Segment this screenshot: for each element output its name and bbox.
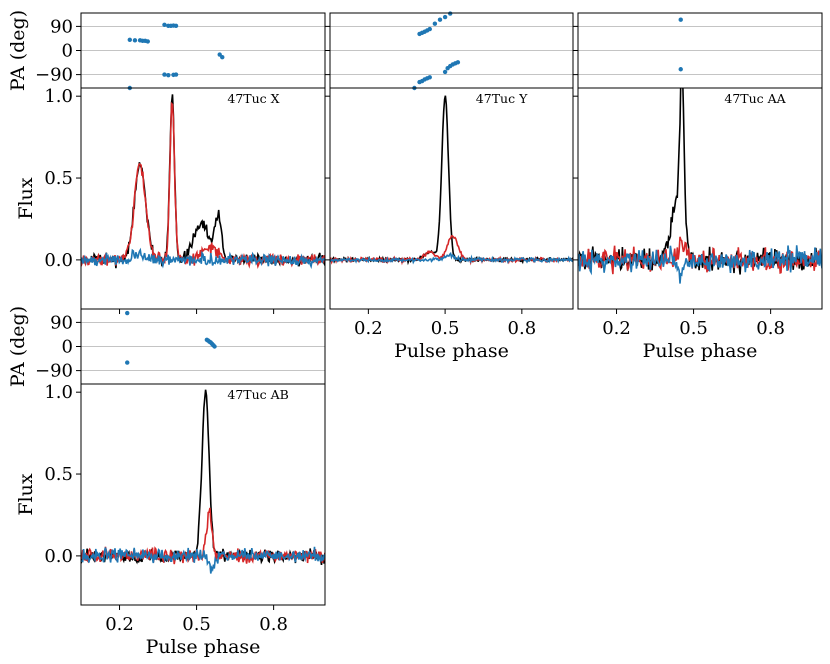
pulsar-name-label: 47Tuc X bbox=[227, 91, 279, 106]
circular-polarization-series bbox=[81, 247, 325, 270]
flux-panel-frame bbox=[80, 87, 326, 310]
pa-y-tick-label: 90 bbox=[50, 312, 73, 333]
pa-y-axis-label: PA (deg) bbox=[7, 306, 29, 387]
pulsar-name-label: 47Tuc Y bbox=[476, 91, 528, 106]
x-tick-label: 0.2 bbox=[105, 614, 134, 635]
flux-panel-frame bbox=[329, 87, 574, 310]
linear-polarization-series bbox=[81, 101, 325, 270]
pulsar-name-label: 47Tuc AA bbox=[724, 91, 786, 106]
pa-point bbox=[162, 22, 167, 27]
pa-point bbox=[173, 72, 179, 77]
pa-y-tick-label: 0 bbox=[62, 337, 73, 358]
pa-point bbox=[437, 17, 443, 22]
x-tick-label: 0.2 bbox=[602, 318, 631, 339]
flux-y-tick-label: 1.0 bbox=[44, 86, 73, 107]
pa-point bbox=[427, 75, 432, 80]
pa-point bbox=[127, 37, 132, 42]
flux-y-tick-label: 0.5 bbox=[44, 168, 73, 189]
flux-y-tick-label: 0.5 bbox=[44, 464, 73, 485]
pa-point bbox=[132, 38, 138, 43]
x-tick-label: 0.8 bbox=[259, 614, 288, 635]
flux-y-tick-label: 0.0 bbox=[44, 546, 73, 567]
pa-point bbox=[678, 67, 683, 72]
pa-point bbox=[145, 39, 150, 44]
flux-panel-frame bbox=[80, 383, 326, 606]
flux-y-tick-label: 1.0 bbox=[44, 382, 73, 403]
x-axis-label: Pulse phase bbox=[643, 340, 758, 362]
x-tick-label: 0.8 bbox=[508, 318, 537, 339]
total-intensity-series bbox=[578, 88, 822, 275]
pa-y-tick-label: 0 bbox=[62, 41, 73, 62]
pa-point bbox=[162, 72, 167, 77]
pa-point bbox=[455, 60, 461, 65]
flux-y-axis-label: Flux bbox=[15, 177, 37, 219]
flux-panel-frame bbox=[577, 87, 823, 310]
flux-y-tick-label: 0.0 bbox=[44, 250, 73, 271]
pa-y-tick-label: −90 bbox=[35, 361, 73, 382]
pulsar-name-label: 47Tuc AB bbox=[227, 387, 288, 402]
pa-point bbox=[173, 23, 179, 29]
pa-y-tick-label: −90 bbox=[35, 65, 73, 86]
pa-point bbox=[448, 11, 453, 16]
pa-y-axis-label: PA (deg) bbox=[7, 10, 29, 91]
total-intensity-series bbox=[81, 389, 325, 566]
x-axis-label: Pulse phase bbox=[394, 340, 509, 362]
x-tick-label: 0.5 bbox=[182, 614, 211, 635]
circular-polarization-series bbox=[578, 245, 822, 284]
pa-point bbox=[442, 14, 448, 20]
pa-point bbox=[220, 54, 225, 60]
flux-y-axis-label: Flux bbox=[15, 473, 37, 515]
pa-point bbox=[212, 344, 217, 349]
x-tick-label: 0.2 bbox=[354, 318, 383, 339]
circular-polarization-series bbox=[330, 251, 573, 265]
x-axis-label: Pulse phase bbox=[146, 636, 261, 658]
pa-point bbox=[427, 26, 432, 32]
pa-point bbox=[125, 310, 130, 316]
x-tick-label: 0.5 bbox=[431, 318, 460, 339]
pa-point bbox=[442, 69, 448, 75]
pa-point bbox=[166, 72, 171, 78]
x-tick-label: 0.5 bbox=[679, 318, 708, 339]
pa-point bbox=[125, 360, 130, 365]
pa-point bbox=[432, 21, 438, 26]
x-tick-label: 0.8 bbox=[756, 318, 785, 339]
pa-y-tick-label: 90 bbox=[50, 16, 73, 37]
pa-point bbox=[678, 17, 683, 22]
total-intensity-series bbox=[81, 94, 325, 269]
circular-polarization-series bbox=[81, 546, 325, 574]
